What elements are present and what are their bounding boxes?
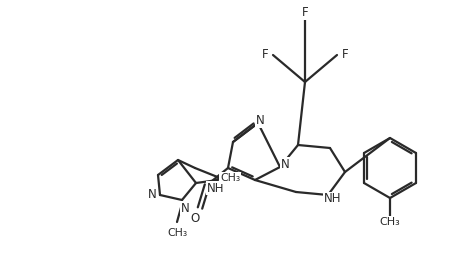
Text: N: N bbox=[281, 158, 290, 170]
Text: N: N bbox=[148, 188, 156, 201]
Text: F: F bbox=[342, 49, 349, 61]
Text: O: O bbox=[190, 212, 200, 225]
Text: F: F bbox=[301, 6, 308, 20]
Text: CH₃: CH₃ bbox=[167, 228, 187, 238]
Text: N: N bbox=[181, 201, 189, 215]
Text: CH₃: CH₃ bbox=[220, 173, 240, 183]
Text: NH: NH bbox=[324, 192, 342, 206]
Text: F: F bbox=[262, 49, 268, 61]
Text: CH₃: CH₃ bbox=[379, 217, 400, 227]
Text: N: N bbox=[256, 115, 264, 127]
Text: NH: NH bbox=[207, 181, 225, 195]
